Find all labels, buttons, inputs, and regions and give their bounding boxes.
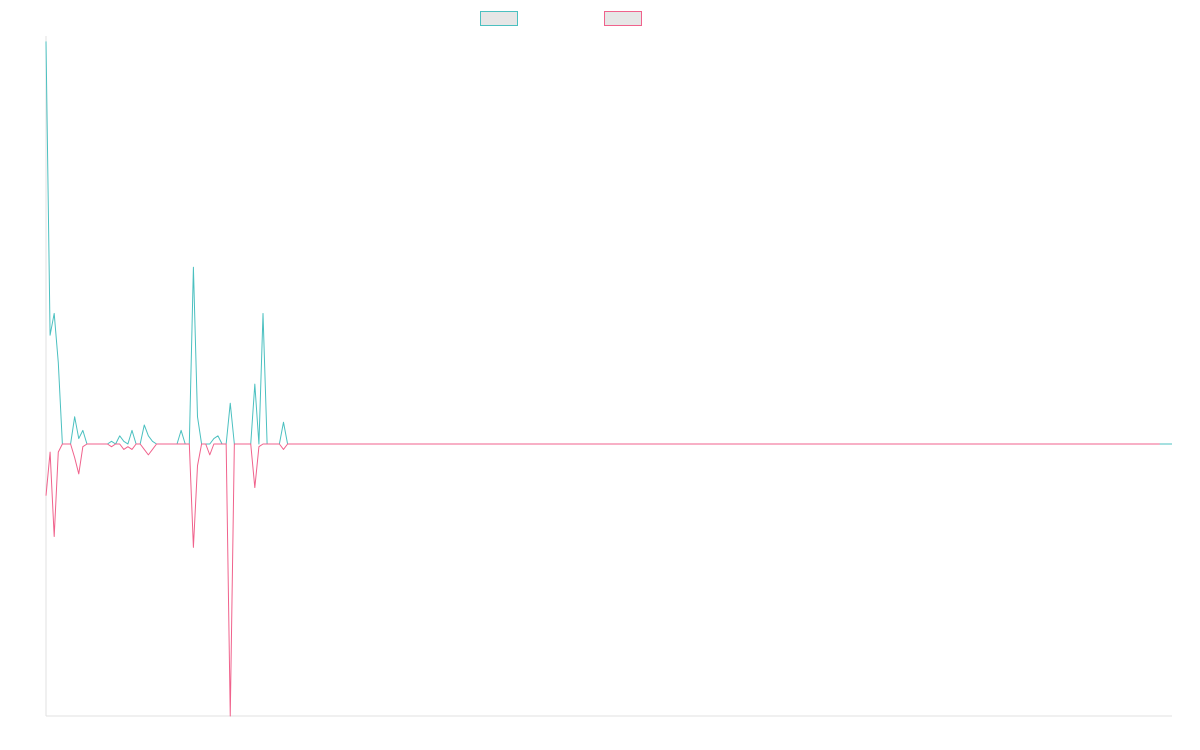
series-lines — [45, 41, 1172, 717]
legend-item-series-2[interactable] — [604, 9, 648, 27]
series-line-2 — [45, 443, 1160, 717]
legend-swatch-series-2 — [604, 10, 642, 26]
axes — [45, 36, 1172, 717]
legend-item-series-1[interactable] — [480, 9, 524, 27]
series-line-1 — [45, 41, 1172, 445]
legend — [0, 9, 1200, 27]
legend-swatch-series-1 — [480, 10, 518, 26]
